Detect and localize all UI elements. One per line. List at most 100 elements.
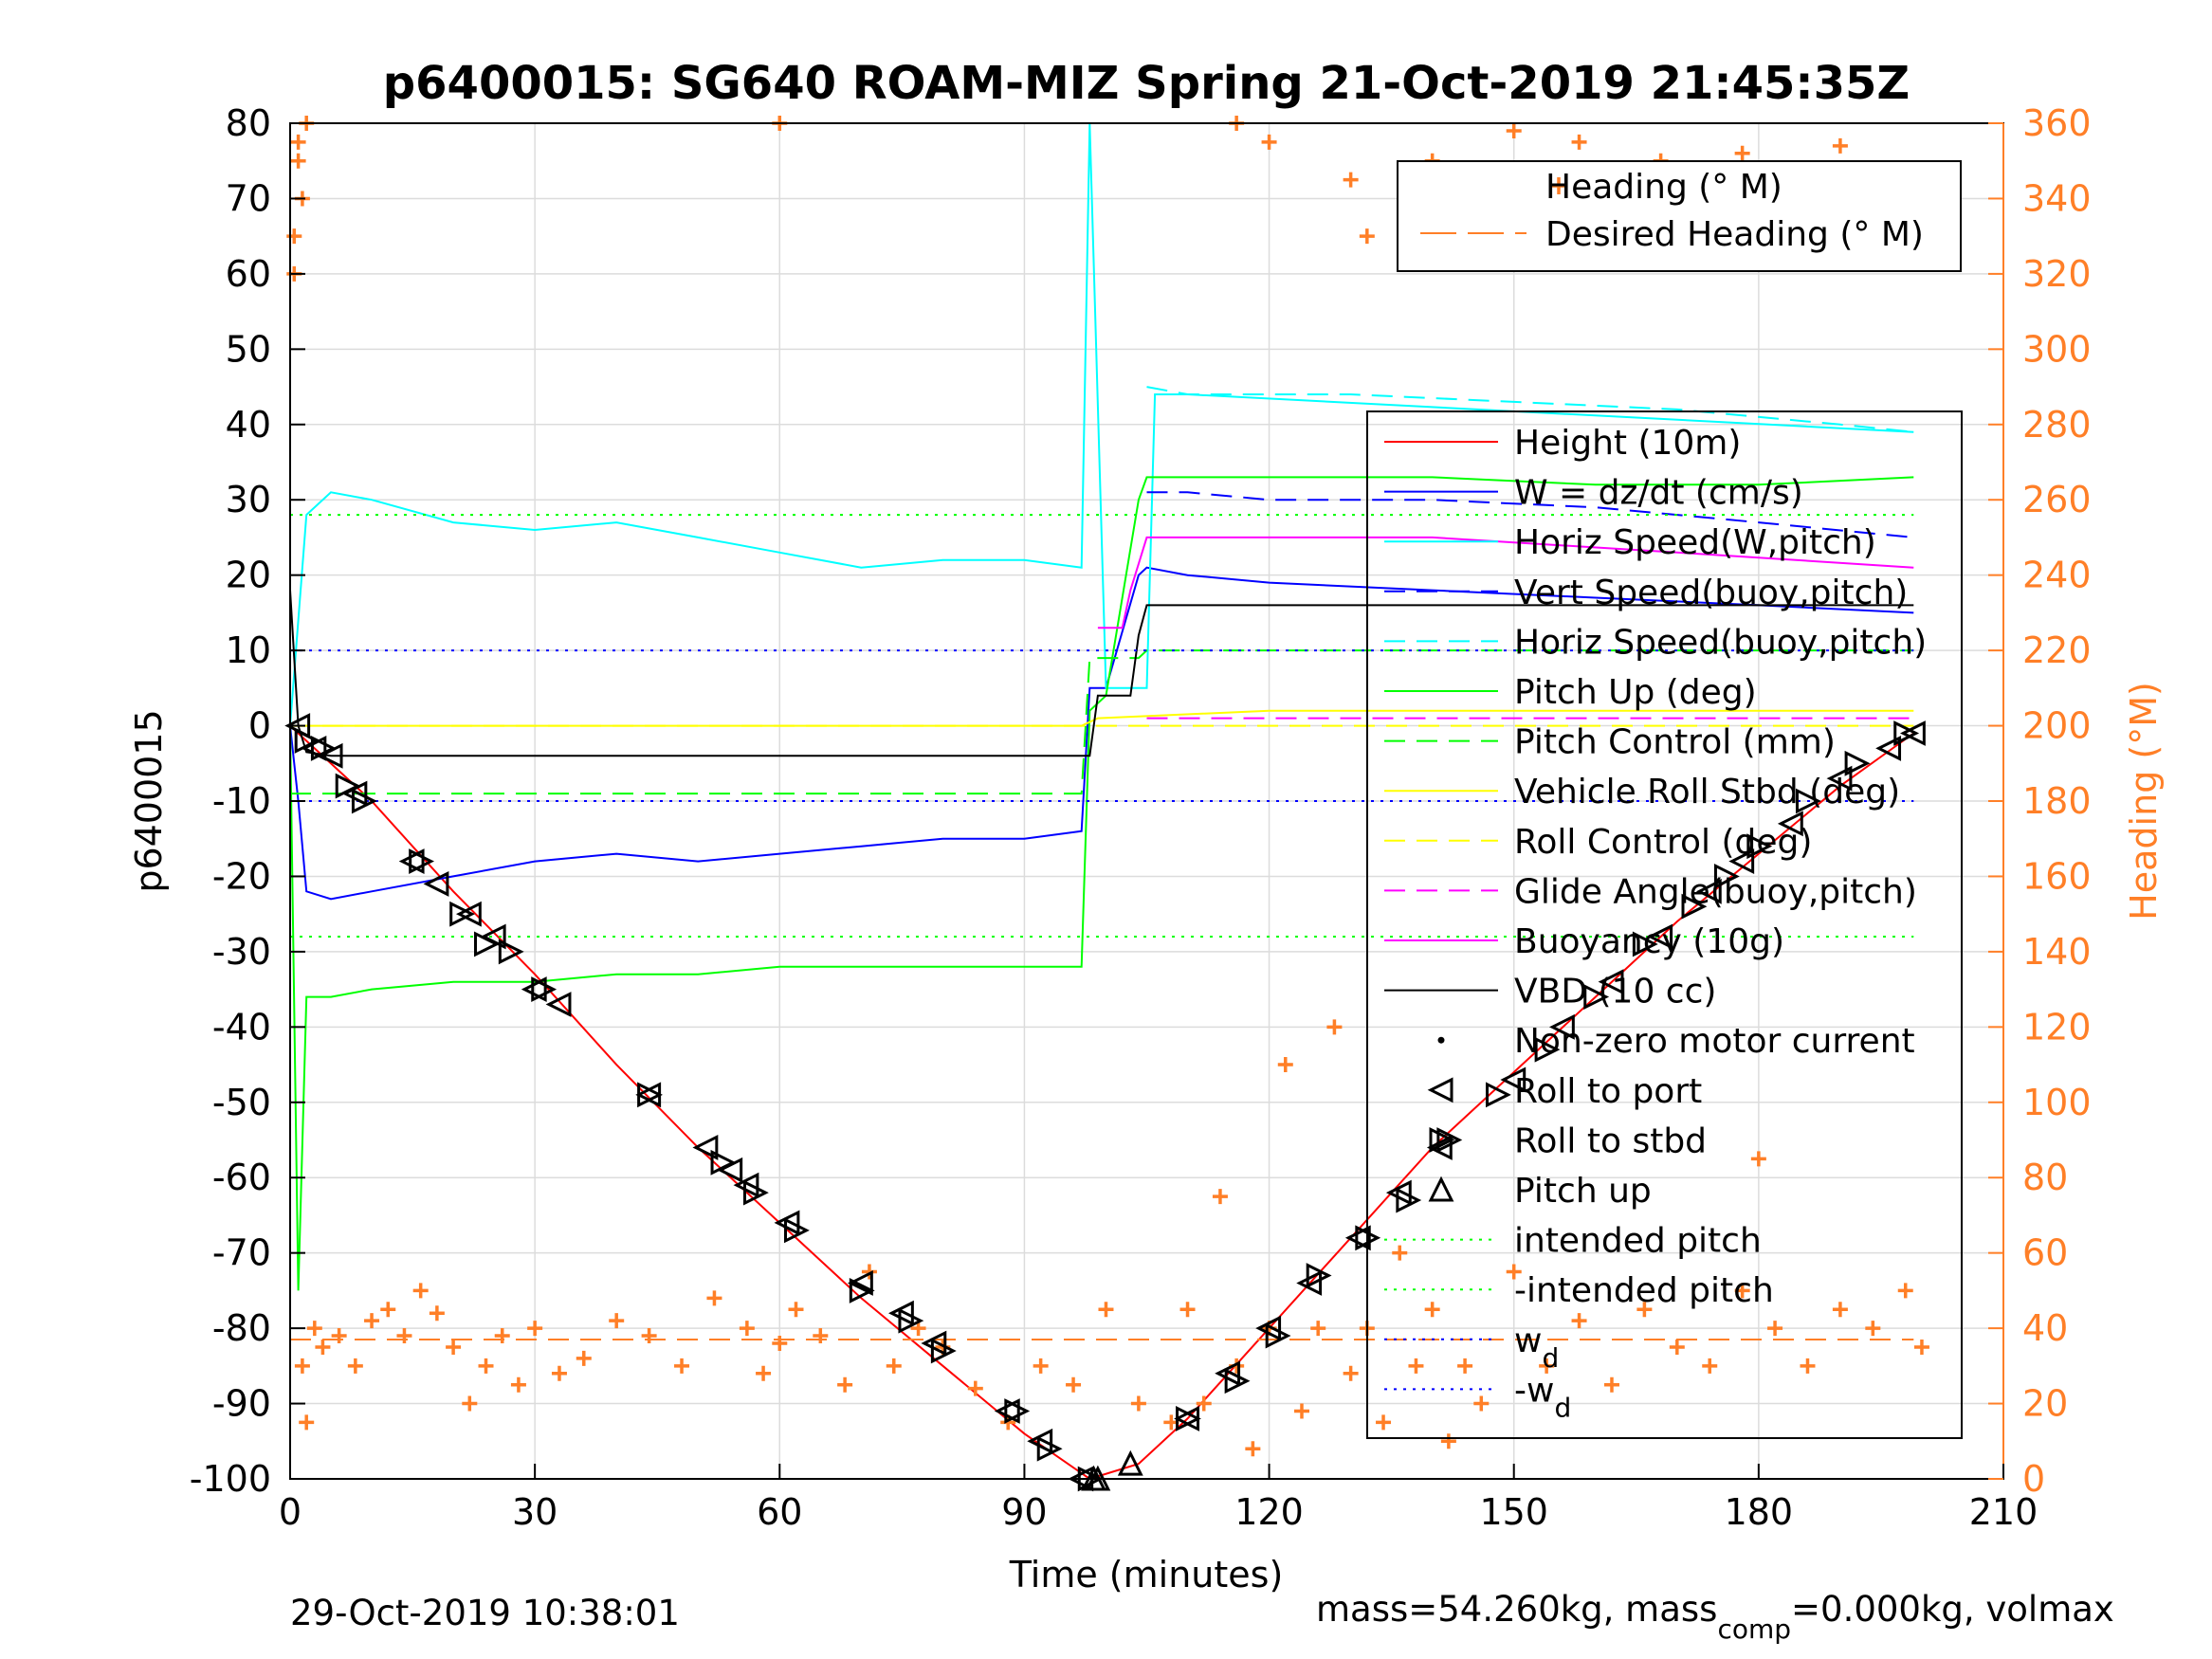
heading-point	[1440, 1433, 1456, 1449]
y-tick-label-right: 80	[2022, 1157, 2068, 1198]
y-tick-label-right: 300	[2022, 328, 2092, 370]
heading-point	[1343, 172, 1359, 188]
heading-legend-symbol	[1550, 177, 1567, 194]
roll-to-stbd-marker	[710, 1149, 737, 1176]
roll-to-port-marker	[1875, 735, 1902, 761]
y-tick-label-left: -50	[212, 1082, 271, 1123]
heading-point	[1293, 1403, 1309, 1419]
legend-label: VBD (10 cc)	[1514, 973, 1716, 1012]
roll-to-stbd-marker	[1893, 720, 1920, 746]
heading-point	[1506, 122, 1522, 138]
heading-point	[1897, 1283, 1913, 1299]
heading-point	[1261, 134, 1277, 150]
pitch-up-marker	[1117, 1449, 1143, 1476]
roll-to-port-marker	[994, 1398, 1020, 1424]
roll-to-stbd-marker	[294, 728, 320, 754]
heading-point	[1832, 137, 1848, 154]
roll-to-port-marker	[1344, 1225, 1371, 1251]
mass-subscript: comp	[1717, 1613, 1791, 1645]
y-tick-label-right: 0	[2022, 1458, 2045, 1500]
roll-to-port-marker	[1899, 720, 1926, 746]
heading-point	[1376, 1414, 1392, 1431]
heading-point	[299, 1414, 315, 1431]
y-tick-label-right: 160	[2022, 855, 2092, 897]
x-tick-label: 120	[1234, 1491, 1304, 1533]
heading-point	[1457, 1358, 1473, 1374]
roll-to-port-marker	[521, 976, 547, 1003]
legend-label: Roll Control (deg)	[1514, 823, 1812, 862]
legend-label-subscript: d	[1542, 1342, 1559, 1374]
y-tick-label-right: 220	[2022, 629, 2092, 671]
roll-to-port-marker	[847, 1270, 873, 1296]
heading-point	[1066, 1376, 1082, 1393]
heading-point	[1130, 1395, 1146, 1412]
series-line-horiz-speed-w-pitch	[289, 122, 1914, 726]
y-tick-label-right: 100	[2022, 1082, 2092, 1123]
heading-point	[1326, 1019, 1343, 1035]
heading-point	[1196, 1395, 1212, 1412]
heading-point	[1669, 1339, 1685, 1355]
right-axis-ticks: 3603403203002802602402202001801601401201…	[1988, 102, 2092, 1500]
heading-point	[494, 1328, 510, 1344]
chart-title: p6400015: SG640 ROAM-MIZ Spring 21-Oct-2…	[383, 57, 1910, 110]
heading-point	[1800, 1358, 1816, 1374]
heading-point	[576, 1350, 592, 1366]
legend-symbol	[1428, 1176, 1454, 1202]
heading-point	[462, 1395, 478, 1412]
y-tick-label-left: 60	[226, 253, 271, 295]
y-tick-label-left: -20	[212, 855, 271, 897]
mass-text-b: =0.000kg, volmax	[1791, 1589, 2114, 1630]
heading-point	[412, 1283, 429, 1299]
legend-label: Pitch up	[1514, 1172, 1652, 1211]
heading-point	[1392, 1245, 1408, 1261]
legend-label: Height (10m)	[1514, 424, 1741, 463]
y-tick-label-right: 240	[2022, 555, 2092, 596]
heading-point	[429, 1305, 445, 1322]
heading-point	[1734, 1283, 1750, 1299]
heading-point	[1913, 1339, 1929, 1355]
roll-to-port-marker	[455, 901, 482, 927]
roll-to-stbd-marker	[1713, 864, 1740, 889]
heading-point	[1603, 1376, 1619, 1393]
roll-to-stbd-marker	[531, 976, 558, 1003]
roll-to-stbd-marker	[1746, 833, 1773, 860]
y-tick-label-left: -70	[212, 1232, 271, 1274]
heading-legend-label: Heading (° M)	[1545, 168, 1782, 207]
heading-point	[1506, 1264, 1522, 1280]
footer-timestamp: 29-Oct-2019 10:38:01	[290, 1593, 680, 1633]
roll-to-port-marker	[1647, 923, 1673, 950]
x-tick-label: 60	[757, 1491, 802, 1533]
heading-point	[1343, 1365, 1359, 1381]
y-tick-label-right: 120	[2022, 1006, 2092, 1048]
legend-label: Non-zero motor current	[1514, 1022, 1915, 1061]
heading-legend: Heading (° M) Desired Heading (° M)	[1397, 160, 1962, 272]
y-tick-label-right: 280	[2022, 404, 2092, 446]
heading-point	[347, 1358, 363, 1374]
roll-to-stbd-marker	[1681, 893, 1708, 920]
y-tick-label-left: 20	[226, 555, 271, 596]
event-markers	[284, 713, 1926, 1492]
roll-to-stbd-marker	[898, 1307, 924, 1334]
y-tick-label-left: -90	[212, 1383, 271, 1425]
roll-to-stbd-marker	[474, 931, 500, 957]
roll-to-stbd-marker	[409, 848, 435, 874]
roll-to-port-marker	[888, 1300, 914, 1326]
heading-point	[1767, 1321, 1783, 1337]
roll-to-stbd-marker	[498, 939, 524, 965]
y-tick-label-right: 180	[2022, 780, 2092, 822]
series-line-pitch-up-deg	[289, 476, 1914, 1291]
roll-to-stbd-marker	[1265, 1322, 1291, 1349]
roll-to-stbd-marker	[335, 773, 361, 799]
roll-to-stbd-marker	[1583, 984, 1610, 1010]
y-tick-label-right: 260	[2022, 479, 2092, 520]
roll-to-stbd-marker	[449, 901, 476, 927]
legend-label: Buoyancy (10g)	[1514, 922, 1784, 961]
legend-label: Pitch Up (deg)	[1514, 673, 1757, 712]
roll-to-stbd-marker	[1436, 1127, 1463, 1153]
heading-point	[1212, 1189, 1228, 1205]
roll-to-port-marker	[1777, 811, 1803, 837]
y-tick-label-right: 340	[2022, 177, 2092, 219]
heading-point	[1571, 134, 1587, 150]
legend-label: Pitch Control (mm)	[1514, 723, 1836, 762]
series-legend-box	[1366, 410, 1963, 1439]
